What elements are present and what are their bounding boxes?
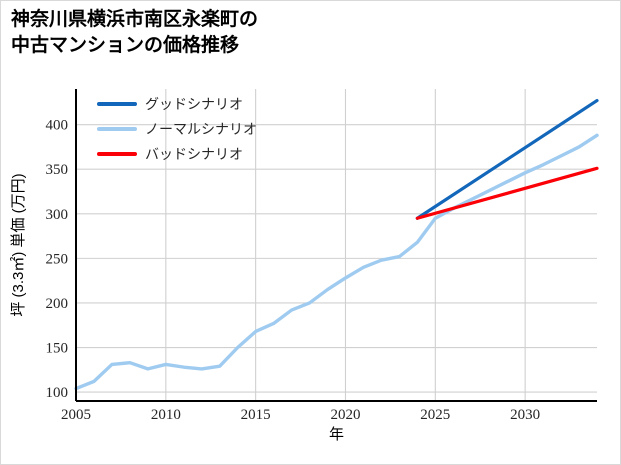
y-axis-title: 坪 (3.3㎡) 単価 (万円) [10, 173, 27, 316]
series-line-バッドシナリオ [415, 166, 599, 220]
y-tick-label: 100 [46, 385, 69, 401]
series-line-グッドシナリオ [415, 98, 599, 220]
y-tick-label: 350 [46, 162, 69, 178]
x-tick-label: 2010 [151, 407, 181, 423]
legend-label-good: グッドシナリオ [145, 97, 243, 113]
y-tick-label: 250 [46, 251, 69, 267]
x-tick-label: 2030 [510, 407, 540, 423]
x-tick-label: 2015 [241, 407, 271, 423]
x-tick-label: 2025 [420, 407, 450, 423]
legend-label-normal: ノーマルシナリオ [145, 123, 257, 138]
y-tick-label: 400 [46, 118, 69, 134]
x-axis-title: 年 [329, 426, 344, 443]
y-tick-label: 150 [46, 341, 69, 357]
series-line-ノーマルシナリオ [74, 133, 599, 391]
page-title: 神奈川県横浜市南区永楽町の 中古マンションの価格推移 [11, 9, 259, 56]
x-tick-label: 2020 [330, 407, 360, 423]
x-tick-label: 2005 [61, 407, 91, 423]
y-tick-label: 300 [46, 207, 69, 223]
legend-label-bad: バッドシナリオ [145, 148, 243, 163]
y-tick-label: 200 [46, 296, 69, 312]
